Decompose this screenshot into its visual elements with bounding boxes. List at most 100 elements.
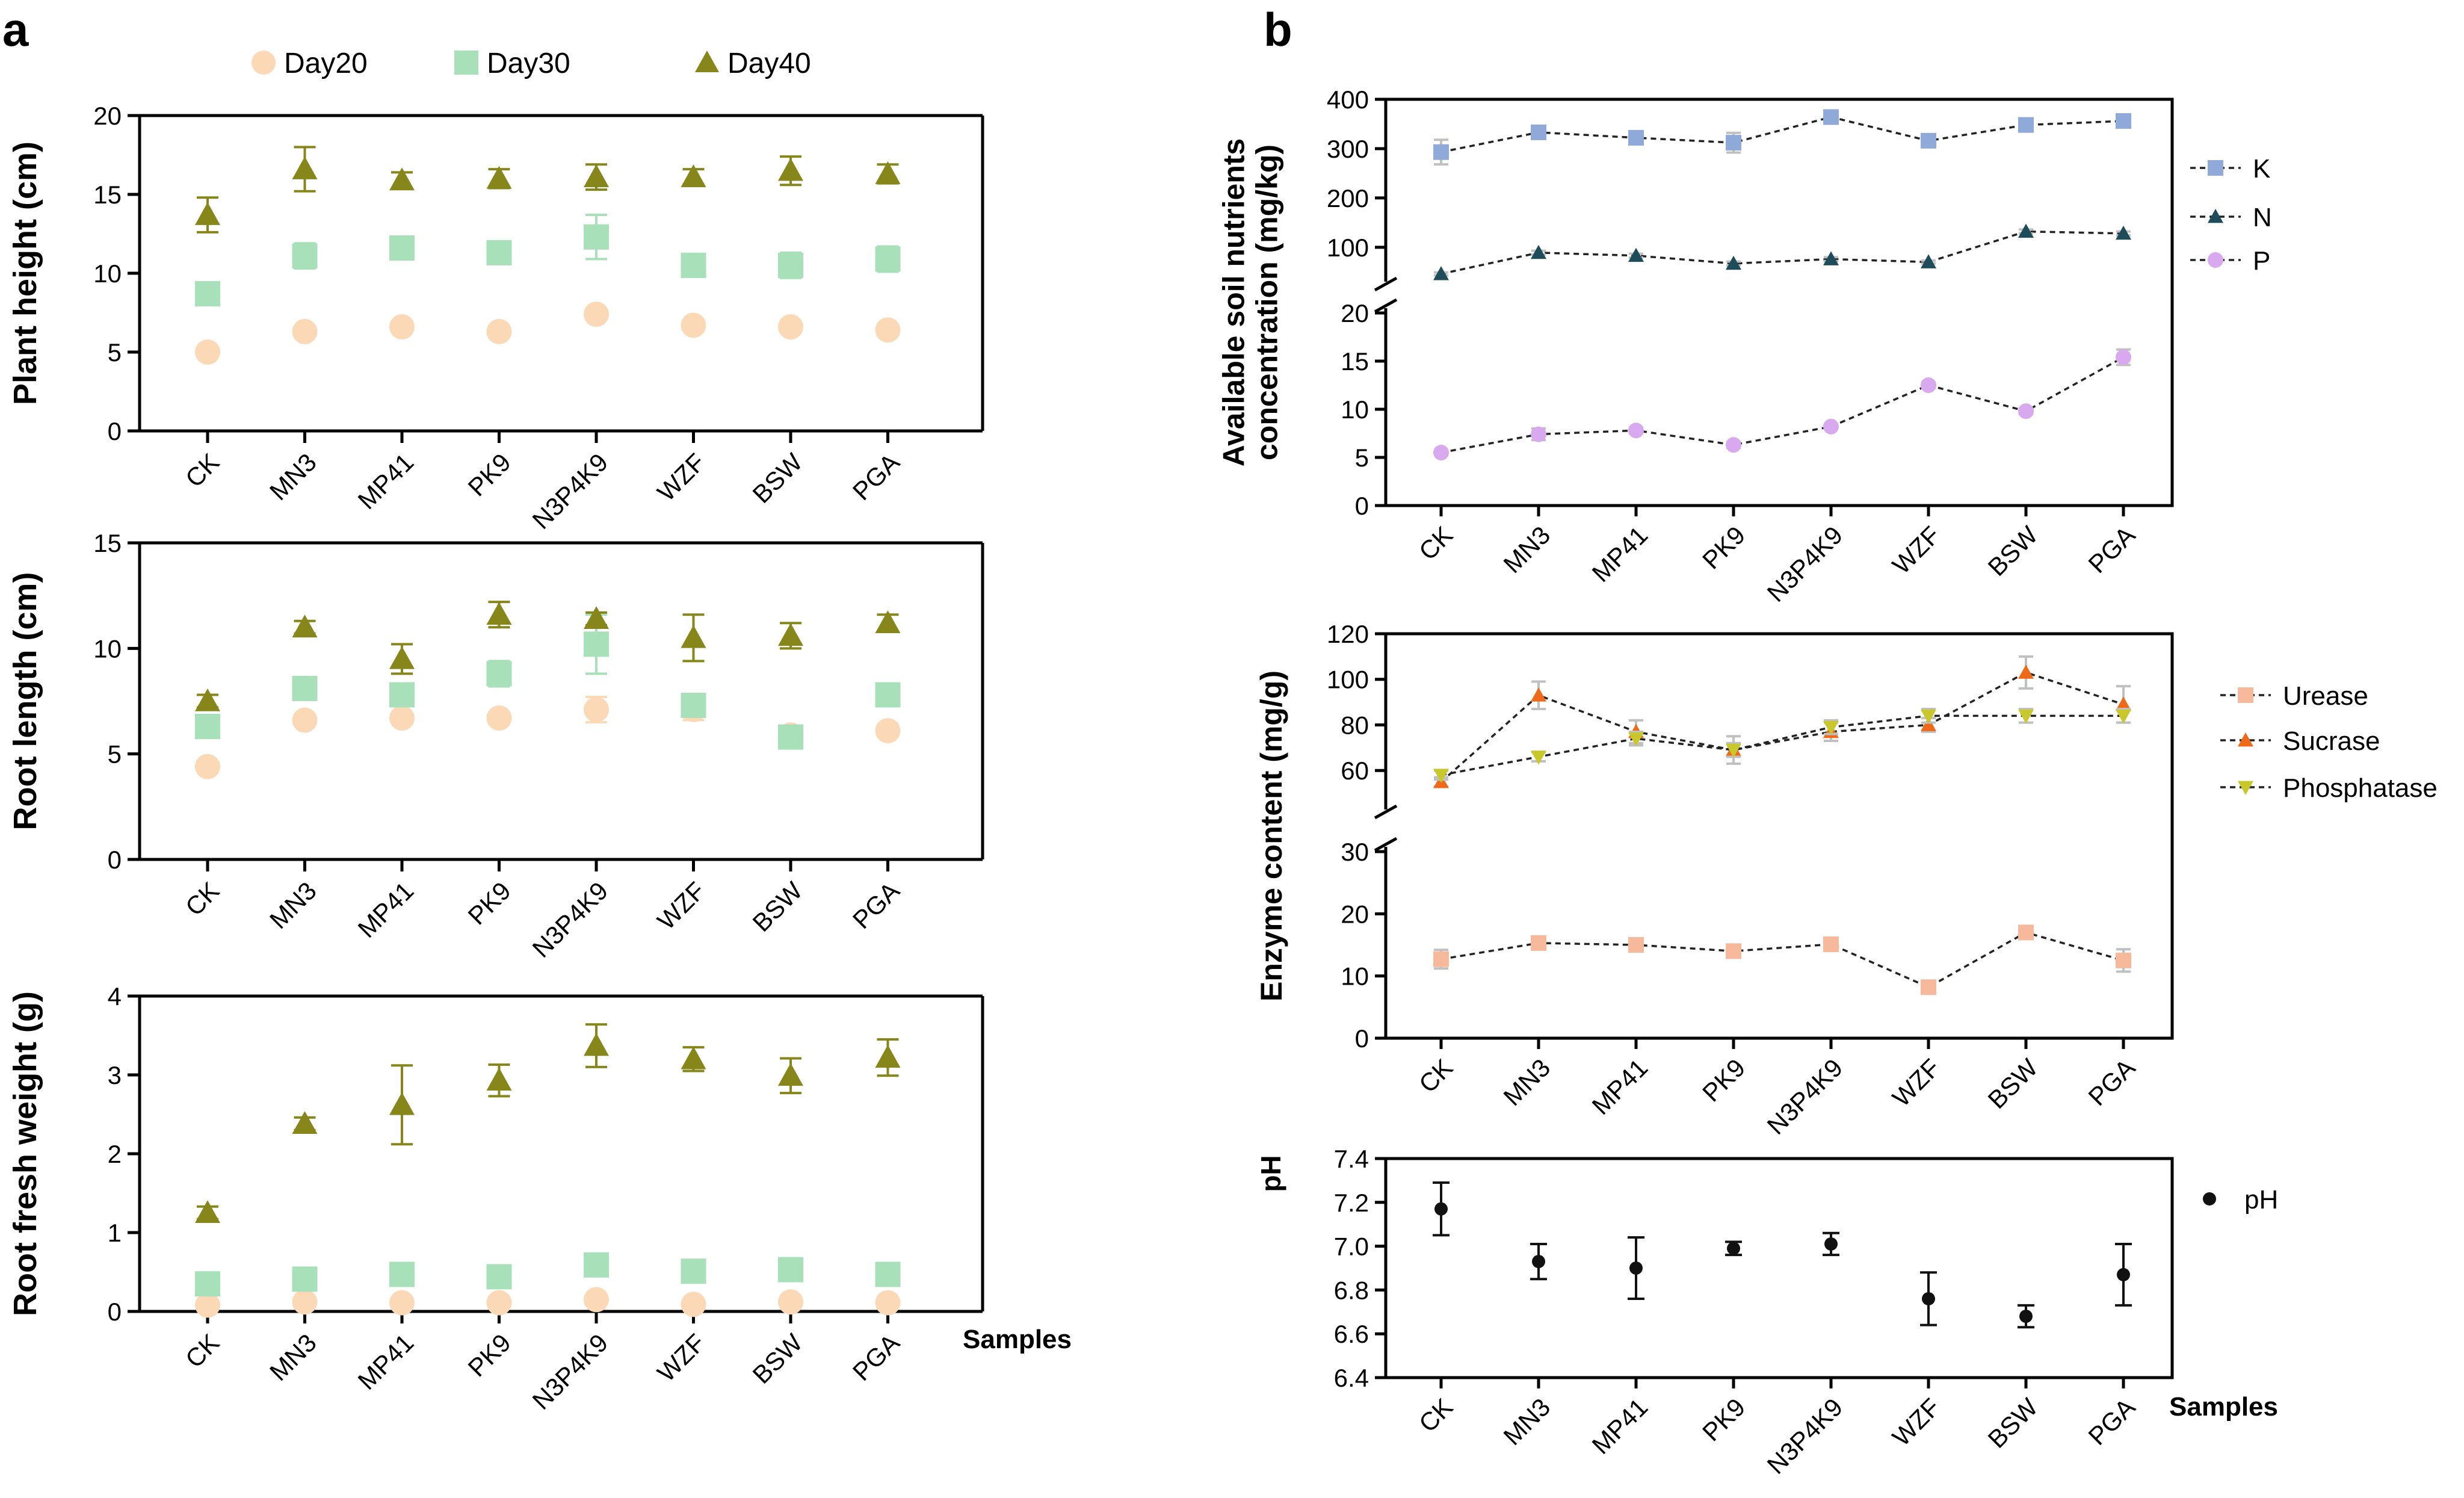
legend-label-sucrase: Sucrase — [2283, 726, 2380, 756]
category-label-ck: CK — [180, 448, 225, 493]
point-day40-ck — [195, 1200, 220, 1224]
point-p-n3p4k9 — [1823, 418, 1839, 435]
category-label-bsw: BSW — [1982, 1393, 2043, 1453]
category-label-mn3: MN3 — [1498, 521, 1555, 578]
point-day40-mp41 — [389, 167, 415, 191]
point-urease-wzf — [1921, 979, 1936, 995]
chart-ph: 6.4 6.6 6.8 7.0 7.2 7.4 CK MN3 MP41 PK9 N3P4K9 WZF B… — [1255, 1145, 2278, 1479]
category-label-n3p4k9: N3P4K9 — [527, 876, 614, 963]
point-k-mn3 — [1531, 124, 1546, 140]
point-day40-pk9 — [486, 602, 512, 625]
point-urease-mn3 — [1531, 935, 1546, 951]
point-day30-pk9 — [486, 661, 512, 687]
category-label-ck: CK — [1413, 1393, 1459, 1438]
point-n-n3p4k9 — [1823, 251, 1839, 265]
point-day40-wzf — [681, 164, 706, 187]
point-p-wzf — [1921, 377, 1936, 393]
point-ph-mp41 — [1629, 1261, 1643, 1275]
y-tick-label: 100 — [1327, 234, 1369, 262]
axis-frame — [1384, 97, 2174, 507]
legend-marker-urease — [2238, 687, 2253, 703]
legend-label-phosphatase: Phosphatase — [2283, 773, 2438, 803]
point-n-mp41 — [1628, 247, 1644, 262]
category-label-wzf: WZF — [652, 1328, 711, 1387]
point-day20-pga — [875, 317, 901, 343]
point-k-mp41 — [1628, 129, 1644, 146]
category-label-mn3: MN3 — [264, 876, 322, 934]
axis-frame — [1384, 632, 2174, 1040]
point-phosphatase-mp41 — [1628, 732, 1644, 747]
point-urease-ck — [1433, 951, 1449, 967]
category-label-mn3: MN3 — [1498, 1053, 1555, 1111]
y-tick-label: 0 — [108, 1298, 122, 1326]
y-tick-label: 20 — [93, 102, 122, 130]
category-label-pga: PGA — [847, 448, 905, 506]
point-p-ck — [1433, 445, 1449, 460]
chart-plant-height: 0 5 10 15 20 CK MN3 MP41 PK9 N3P4K9 WZF BSW PGA Plant… — [7, 102, 984, 534]
point-p-mp41 — [1628, 422, 1644, 439]
point-urease-n3p4k9 — [1823, 936, 1839, 952]
chart-root-fresh-weight: 0 1 2 3 4 CK MN3 MP41 PK9 N3P4K9 WZF BSW PGA Root fre… — [7, 982, 984, 1415]
legend-label-day20: Day20 — [284, 48, 368, 79]
point-p-bsw — [2018, 403, 2034, 419]
legend-marker-day20 — [252, 51, 276, 75]
legend-marker-day40 — [695, 51, 719, 72]
legend-marker-p — [2208, 252, 2223, 268]
category-label-n3p4k9: N3P4K9 — [1762, 1393, 1848, 1479]
point-day40-mn3 — [292, 156, 318, 179]
category-label-pk9: PK9 — [1697, 1053, 1750, 1107]
y-axis-title: Root fresh weight (g) — [7, 991, 43, 1316]
y-axis-title: Root length (cm) — [7, 572, 43, 831]
category-label-pk9: PK9 — [462, 1328, 516, 1382]
point-ph-ck — [1434, 1202, 1448, 1216]
y-tick-label: 0 — [108, 417, 122, 445]
y-tick-label: 60 — [1341, 757, 1369, 785]
point-k-pga — [2116, 113, 2131, 129]
category-label-ck: CK — [1413, 1053, 1459, 1098]
point-day40-bsw — [778, 623, 803, 646]
point-day40-n3p4k9 — [584, 164, 609, 187]
point-n-pk9 — [1726, 255, 1741, 270]
point-day20-pk9 — [486, 1290, 512, 1316]
point-day30-ck — [195, 714, 220, 740]
category-label-wzf: WZF — [1887, 1053, 1946, 1112]
category-label-pga: PGA — [847, 876, 905, 934]
y-tick-label: 200 — [1327, 184, 1369, 212]
point-day40-pk9 — [486, 1068, 512, 1091]
y-tick-label: 10 — [93, 634, 122, 663]
series-line-n — [1440, 230, 2124, 275]
legend-marker-k — [2208, 160, 2223, 176]
point-day20-pga — [875, 1290, 901, 1316]
y-axis-title: pH — [1255, 1155, 1286, 1192]
legend-label-k: K — [2253, 154, 2270, 184]
point-day30-ck — [195, 1271, 220, 1297]
point-day20-mn3 — [292, 318, 318, 344]
point-day30-mn3 — [292, 1266, 318, 1292]
y-tick-label: 1 — [108, 1219, 122, 1247]
series-line-phosphatase — [1440, 714, 2123, 776]
axis-break-mark-upper — [1374, 804, 1398, 820]
panel-a-letter: a — [2, 3, 29, 56]
category-label-pk9: PK9 — [1697, 521, 1750, 574]
point-day30-pga — [875, 682, 901, 708]
point-day40-n3p4k9 — [584, 1033, 609, 1056]
category-label-n3p4k9: N3P4K9 — [527, 448, 614, 534]
point-phosphatase-pk9 — [1726, 743, 1741, 758]
point-day20-mp41 — [389, 1290, 415, 1316]
point-day40-pga — [875, 610, 901, 634]
category-label-mp41: MP41 — [353, 1328, 419, 1395]
point-day30-wzf — [681, 693, 706, 719]
point-day30-bsw — [778, 1257, 803, 1283]
point-day30-mp41 — [389, 682, 415, 708]
legend-marker-ph — [2203, 1192, 2216, 1206]
point-day20-n3p4k9 — [584, 1287, 609, 1313]
category-label-ck: CK — [180, 876, 225, 921]
point-p-mn3 — [1531, 426, 1546, 442]
category-label-pga: PGA — [847, 1328, 905, 1386]
legend-marker-phosphatase — [2238, 781, 2253, 795]
point-sucrase-bsw — [2018, 664, 2034, 679]
category-label-wzf: WZF — [1887, 521, 1946, 580]
point-day40-wzf — [681, 1046, 706, 1069]
point-urease-mp41 — [1628, 937, 1644, 953]
category-label-pk9: PK9 — [462, 876, 516, 930]
